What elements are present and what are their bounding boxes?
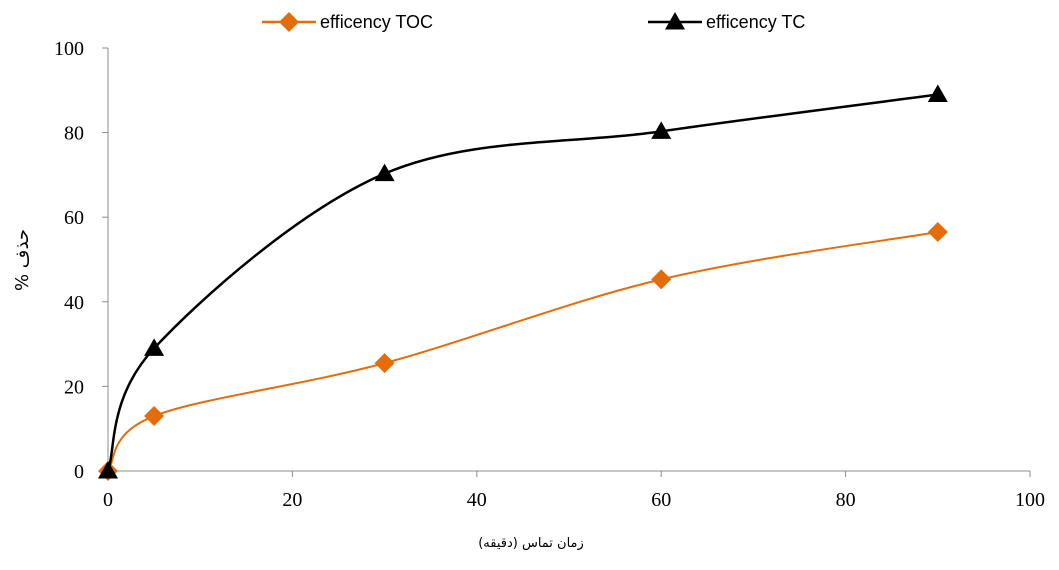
legend-marker: [279, 12, 299, 32]
legend-label: efficency TC: [706, 12, 805, 32]
series-tc: [98, 84, 948, 479]
x-tick-label: 40: [467, 489, 487, 511]
series-toc: [98, 222, 948, 481]
data-point-triangle: [98, 461, 118, 479]
data-point-triangle: [927, 84, 948, 103]
y-tick-label: 20: [64, 376, 84, 398]
y-tick-label: 0: [74, 461, 84, 483]
data-point-diamond: [927, 222, 948, 243]
legend-marker: [665, 12, 685, 30]
y-tick-label: 80: [64, 123, 84, 145]
data-point-triangle: [651, 121, 672, 139]
y-tick-label: 100: [54, 38, 84, 60]
x-tick-label: 20: [282, 489, 302, 511]
legend-label: efficency TOC: [320, 12, 433, 32]
legend-item: efficency TOC: [262, 12, 433, 32]
y-tick-label: 60: [64, 207, 84, 229]
data-point-triangle: [374, 163, 395, 182]
legend-item: efficency TC: [648, 12, 805, 32]
data-point-triangle: [144, 338, 165, 356]
y-tick-label: 40: [64, 292, 84, 314]
data-point-diamond: [144, 406, 165, 427]
x-tick-label: 100: [1015, 489, 1045, 511]
chart-axes: 0 20 40 60 80 100 0 20 40 60 80 100: [54, 38, 1045, 511]
chart-series: [98, 84, 948, 481]
series-line: [106, 93, 938, 472]
data-point-diamond: [374, 353, 395, 374]
series-line: [107, 231, 938, 472]
chart-legend: efficency TOC efficency TC: [262, 12, 805, 32]
data-point-diamond: [651, 269, 672, 290]
x-tick-label: 0: [103, 489, 113, 511]
x-tick-label: 60: [651, 489, 671, 511]
y-axis-title: حذف %: [12, 229, 33, 291]
x-tick-label: 80: [836, 489, 856, 511]
x-axis-title: زمان تماس (دقیقه): [478, 536, 584, 551]
